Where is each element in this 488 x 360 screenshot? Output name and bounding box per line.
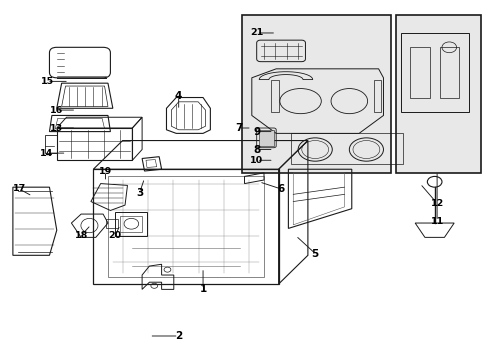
- Text: 14: 14: [41, 149, 54, 158]
- Text: 16: 16: [50, 105, 63, 114]
- Text: 13: 13: [50, 123, 63, 132]
- Text: 3: 3: [136, 188, 143, 198]
- Text: 17: 17: [13, 184, 26, 193]
- Bar: [259, 130, 273, 146]
- Bar: [242, 15, 390, 173]
- Text: 15: 15: [41, 77, 54, 86]
- Text: 7: 7: [234, 123, 242, 133]
- Text: 5: 5: [311, 248, 318, 258]
- Bar: [409, 47, 429, 98]
- Text: 4: 4: [175, 91, 182, 101]
- Text: 11: 11: [429, 217, 443, 226]
- Bar: [395, 15, 480, 173]
- Text: 8: 8: [253, 144, 260, 154]
- Text: 6: 6: [277, 184, 284, 194]
- Text: 21: 21: [249, 28, 263, 37]
- Text: 10: 10: [250, 156, 263, 165]
- Text: 2: 2: [175, 331, 182, 341]
- Bar: [439, 47, 458, 98]
- Text: 19: 19: [99, 167, 112, 176]
- Text: 9: 9: [253, 127, 260, 136]
- Text: 18: 18: [74, 231, 88, 240]
- Text: 1: 1: [199, 284, 206, 294]
- Text: 12: 12: [429, 199, 443, 208]
- Text: 20: 20: [108, 231, 122, 240]
